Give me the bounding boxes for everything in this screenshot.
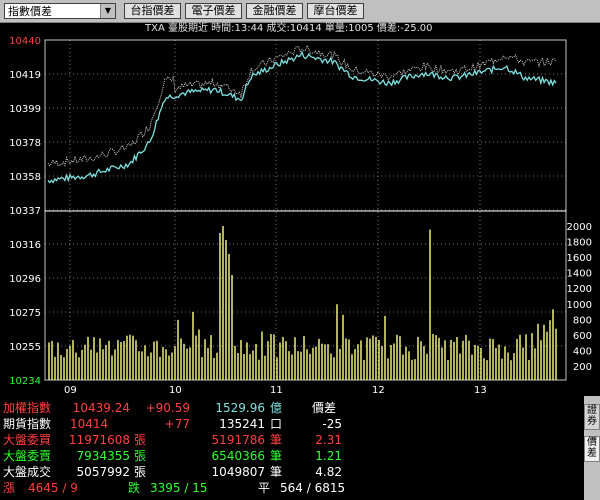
time-tick-label: 13 [474,385,487,396]
futures-unit: 口 [270,417,283,431]
taiex-spread-button[interactable]: 台指價差 [124,3,181,19]
time-tick-label: 12 [372,385,385,396]
futures-value: 10414 [70,417,109,431]
price-tick-label: 10399 [9,104,41,115]
up-count: 4645 / 9 [28,481,78,495]
up-label: 漲 [3,481,16,495]
spread-value: -25 [322,417,342,431]
volume-tick-label: 600 [573,331,592,342]
ask-ratio: 1.21 [315,449,342,463]
ask-label: 大盤委賣 [3,449,52,463]
bid-lots-unit: 張 [134,433,147,447]
bid-lots: 11971608 [68,433,130,447]
flat-label: 平 [258,481,271,495]
time-tick-label: 11 [270,385,283,396]
index-price-line [47,44,557,167]
price-tick-label: 10419 [9,70,41,81]
quote-info-text: TXA 臺股期近 時間:13:44 成交:10414 單量:1005 價差:-2… [145,23,433,34]
price-tick-label: 10234 [9,376,41,387]
volume-bars [48,226,557,380]
taiex-label: 加權指數 [3,401,52,415]
volume-tick-label: 1600 [567,253,592,264]
breadth-row: 漲 4645 / 9 跌 3395 / 15 平 564 / 6815 [0,480,584,496]
time-tick-label: 10 [169,385,182,396]
finance-spread-button[interactable]: 金融價差 [246,3,303,19]
traded-lots: 5057992 [76,465,130,479]
price-tick-label: 10378 [9,138,41,149]
bid-count-unit: 筆 [270,433,283,447]
volume-tick-label: 1200 [567,284,592,295]
price-tick-label: 10255 [9,342,41,353]
ask-row: 大盤委賣 7934355 張 6540366 筆 1.21 [0,448,584,464]
down-label: 跌 [128,481,141,495]
chart-grid [44,39,567,381]
volume-tick-label: 1400 [567,269,592,280]
ask-lots: 7934355 [76,449,130,463]
price-tick-label: 10275 [9,308,41,319]
market-summary-panel: 加權指數 10439.24 +90.59 1529.96 億 價差 期貨指數 1… [0,396,584,500]
price-tick-label: 10358 [9,172,41,183]
traded-ratio: 4.82 [315,465,342,479]
traded-lots-unit: 張 [134,465,147,479]
futures-volume: 135241 [219,417,265,431]
bid-row: 大盤委買 11971608 張 5191786 筆 2.31 [0,432,584,448]
taiex-value: 10439.24 [72,401,130,415]
volume-tick-label: 400 [573,346,592,357]
ask-count: 6540366 [211,449,265,463]
futures-change: +77 [164,417,190,431]
tab-securities[interactable]: 證券 [584,404,600,430]
volume-tick-label: 200 [573,362,592,373]
taiex-change: +90.59 [145,401,190,415]
taiex-row: 加權指數 10439.24 +90.59 1529.96 億 價差 [0,400,584,416]
futures-label: 期貨指數 [3,417,52,431]
spread-header: 價差 [312,401,337,415]
flat-count: 564 / 6815 [280,481,346,495]
ask-count-unit: 筆 [270,449,283,463]
price-lines [47,44,557,184]
price-tick-label: 10296 [9,274,41,285]
futures-row: 期貨指數 10414 +77 135241 口 -25 [0,416,584,432]
volume-tick-label: 1800 [567,238,592,249]
taiex-unit: 億 [270,401,283,415]
volume-tick-label: 2000 [567,222,592,233]
tab-spread[interactable]: 價差 [584,436,600,462]
traded-count: 1049807 [211,465,265,479]
traded-label: 大盤成交 [3,465,52,479]
bid-count: 5191786 [211,433,265,447]
taiex-amount: 1529.96 [215,401,265,415]
toolbar: 指數價差 ▼ 台指價差 電子價差 金融價差 摩台價差 [0,0,600,23]
chart-axes: 10440 10419 10399 10378 10358 10337 10316 10296… [9,36,592,396]
ask-lots-unit: 張 [134,449,147,463]
traded-count-unit: 筆 [270,465,283,479]
plot-frame [44,39,567,381]
bid-label: 大盤委買 [3,433,52,447]
volume-tick-label: 1000 [567,300,592,311]
index-spread-select[interactable]: 指數價差 ▼ [4,3,116,19]
down-count: 3395 / 15 [150,481,208,495]
futures-price-line [47,50,557,184]
price-tick-label: 10337 [9,206,41,217]
traded-row: 大盤成交 5057992 張 1049807 筆 4.82 [0,464,584,480]
chevron-down-icon[interactable]: ▼ [100,4,115,18]
price-tick-label: 10316 [9,240,41,251]
dropdown-value: 指數價差 [8,5,52,18]
side-tab-bar: 證券 價差 [584,396,600,500]
bid-ratio: 2.31 [315,433,342,447]
msci-spread-button[interactable]: 摩台價差 [307,3,364,19]
time-tick-label: 09 [64,385,77,396]
quote-info-line: TXA 臺股期近 時間:13:44 成交:10414 單量:1005 價差:-2… [0,22,600,36]
electronics-spread-button[interactable]: 電子價差 [185,3,242,19]
price-volume-chart[interactable]: 10440 10419 10399 10378 10358 10337 10316 10296… [0,36,600,396]
volume-tick-label: 800 [573,315,592,326]
price-tick-label: 10440 [9,36,41,47]
